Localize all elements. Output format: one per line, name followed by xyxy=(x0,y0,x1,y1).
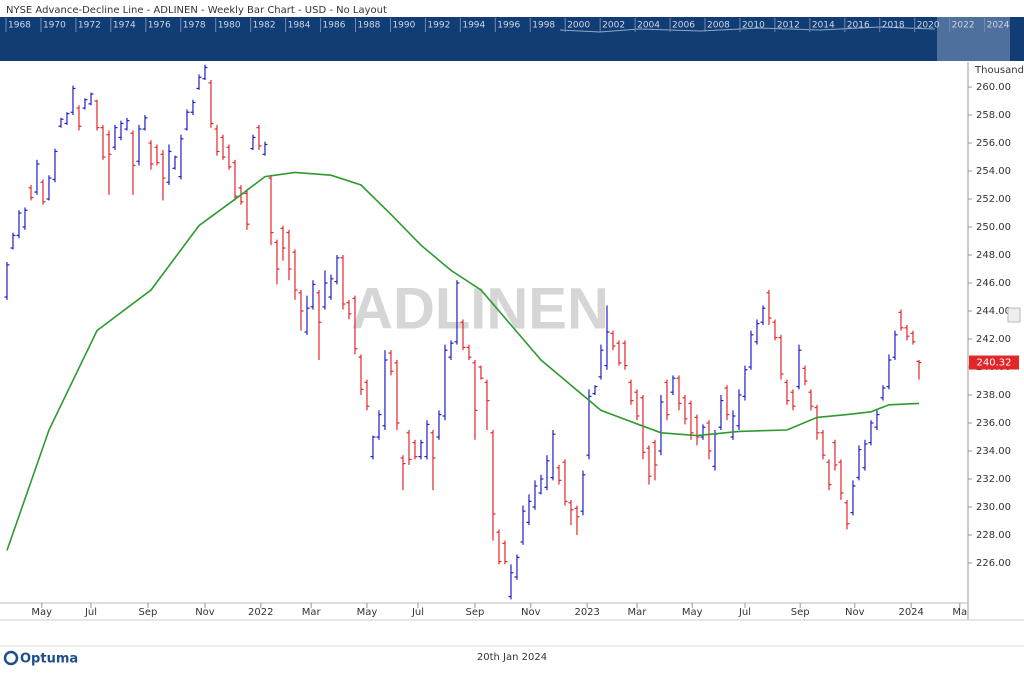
y-tick-label: 260.00 xyxy=(976,82,1011,93)
moving-average xyxy=(6,171,920,551)
navigator-year: 2016 xyxy=(847,21,870,31)
navigator-year: 1978 xyxy=(183,21,206,31)
x-tick-label: 2024 xyxy=(898,607,923,618)
y-tick-label: 226.00 xyxy=(976,558,1011,569)
navigator-year: 1988 xyxy=(358,21,381,31)
watermark: ADLINEN xyxy=(351,276,609,341)
x-tick-label: Nov xyxy=(195,607,215,618)
navigator-year: 2022 xyxy=(952,21,975,31)
y-tick-label: 256.00 xyxy=(976,138,1011,149)
navigator-year: 1980 xyxy=(218,21,241,31)
navigator[interactable] xyxy=(0,17,1024,61)
navigator-year: 1972 xyxy=(78,21,101,31)
x-tick-label: May xyxy=(31,607,52,618)
x-tick-label: Ma xyxy=(952,607,967,618)
x-tick-label: Nov xyxy=(521,607,541,618)
y-tick-label: 228.00 xyxy=(976,530,1011,541)
x-tick-label: Sep xyxy=(139,607,158,618)
y-tick-label: 252.00 xyxy=(976,194,1011,205)
side-handle[interactable] xyxy=(1007,307,1021,323)
navigator-year: 2004 xyxy=(637,21,660,31)
navigator-year: 2000 xyxy=(567,21,590,31)
navigator-year: 2008 xyxy=(707,21,730,31)
footer-date: 20th Jan 2024 xyxy=(477,652,547,663)
x-tick-label: May xyxy=(682,607,703,618)
y-unit: Thousand xyxy=(974,65,1024,76)
navigator-year: 2010 xyxy=(742,21,765,31)
y-tick-label: 238.00 xyxy=(976,390,1011,401)
navigator-year: 1982 xyxy=(253,21,276,31)
navigator-trace xyxy=(559,26,936,33)
navigator-year: 2014 xyxy=(812,21,835,31)
navigator-year: 1992 xyxy=(427,21,450,31)
x-tick-label: Nov xyxy=(845,607,865,618)
brand-logo xyxy=(3,650,19,666)
navigator-year: 1984 xyxy=(288,21,311,31)
navigator-year: 2006 xyxy=(672,21,695,31)
x-tick-label: 2023 xyxy=(574,607,599,618)
y-tick-label: 248.00 xyxy=(976,250,1011,261)
y-tick-label: 250.00 xyxy=(976,222,1011,233)
y-tick-label: 244.00 xyxy=(976,306,1011,317)
y-tick-label: 234.00 xyxy=(976,446,1011,457)
y-tick-label: 246.00 xyxy=(976,278,1011,289)
last-value-box xyxy=(969,355,1019,370)
navigator-year: 1996 xyxy=(497,21,520,31)
navigator-year: 1976 xyxy=(148,21,171,31)
navigator-year: 2012 xyxy=(777,21,800,31)
y-tick-label: 230.00 xyxy=(976,502,1011,513)
navigator-year: 1998 xyxy=(532,21,555,31)
navigator-year: 2024 xyxy=(987,21,1010,31)
x-tick-label: May xyxy=(357,607,378,618)
y-tick-label: 232.00 xyxy=(976,474,1011,485)
navigator-year: 2020 xyxy=(917,21,940,31)
navigator-year: 1974 xyxy=(113,21,136,31)
x-tick-label: Mar xyxy=(628,607,648,618)
y-tick-label: 258.00 xyxy=(976,110,1011,121)
navigator-year: 2018 xyxy=(882,21,905,31)
x-tick-label: 2022 xyxy=(248,607,273,618)
x-tick-label: Mar xyxy=(302,607,322,618)
navigator-year: 2002 xyxy=(602,21,625,31)
navigator-year: 1968 xyxy=(8,21,31,31)
x-tick-label: Sep xyxy=(466,607,485,618)
brand-name: Optuma xyxy=(20,652,78,667)
y-tick-label: 242.00 xyxy=(976,334,1011,345)
navigator-year: 1994 xyxy=(462,21,485,31)
last-value-label: 240.32 xyxy=(977,358,1012,369)
x-tick-label: Jul xyxy=(738,607,751,618)
navigator-year: 1970 xyxy=(43,21,66,31)
navigator-year: 1990 xyxy=(392,21,415,31)
x-tick-label: Sep xyxy=(791,607,810,618)
x-tick-label: Jul xyxy=(84,607,97,618)
y-tick-label: 236.00 xyxy=(976,418,1011,429)
y-tick-label: 254.00 xyxy=(976,166,1011,177)
window-title: NYSE Advance-Decline Line - ADLINEN - We… xyxy=(6,5,387,16)
x-tick-label: Jul xyxy=(411,607,424,618)
navigator-year: 1986 xyxy=(323,21,346,31)
